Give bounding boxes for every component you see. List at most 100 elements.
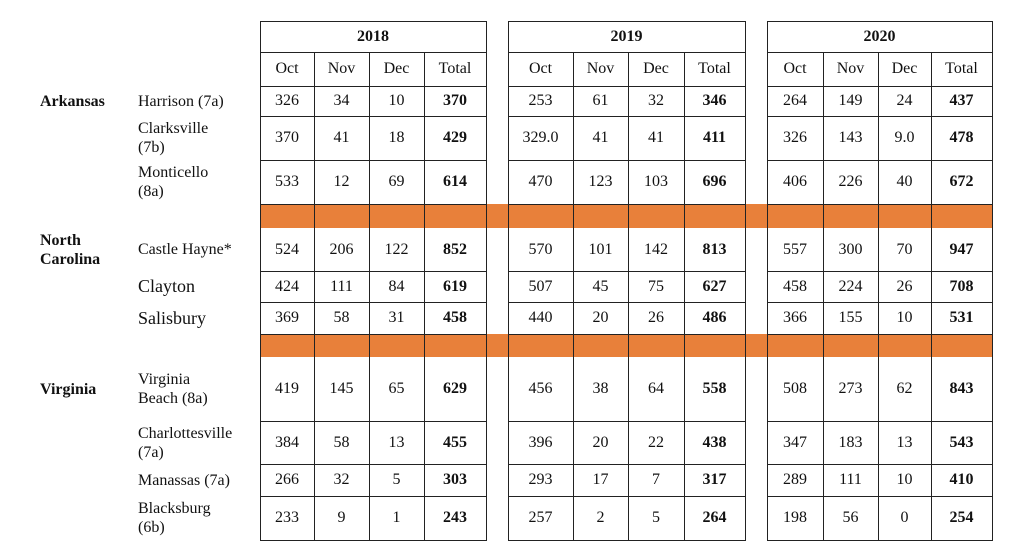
total-cell: 852 (443, 240, 467, 258)
month-header-oct: Oct (783, 60, 807, 77)
month-header-nov: Nov (586, 60, 615, 77)
value-cell: 69 (388, 173, 405, 190)
value-cell: 264 (783, 92, 807, 109)
state-label: Arkansas (40, 92, 105, 110)
value-cell: 61 (592, 92, 609, 109)
row-rule (767, 496, 993, 497)
total-cell: 486 (702, 309, 727, 326)
value-cell: 75 (648, 277, 664, 295)
value-cell: 41 (592, 129, 609, 146)
value-cell: 9.0 (894, 129, 915, 146)
row-rule (508, 302, 746, 303)
value-cell: 7 (652, 471, 660, 488)
value-cell: 155 (838, 309, 863, 326)
station-label: Monticello (8a) (138, 164, 209, 200)
value-cell: 326 (783, 129, 807, 146)
value-cell: 22 (648, 433, 664, 451)
value-cell: 145 (329, 380, 354, 397)
row-rule (260, 302, 487, 303)
year-header-2019: 2019 (610, 27, 643, 45)
value-cell: 111 (330, 277, 353, 295)
total-cell: 370 (443, 92, 467, 109)
value-cell: 64 (648, 380, 664, 397)
total-cell: 947 (949, 240, 974, 258)
total-cell: 264 (702, 509, 727, 526)
value-cell: 34 (333, 92, 350, 109)
month-header-oct: Oct (275, 60, 299, 77)
station-label: Virginia Beach (8a) (138, 371, 208, 407)
value-cell: 9 (337, 509, 346, 526)
value-cell: 10 (896, 309, 913, 326)
orange-separator-band (260, 204, 993, 228)
table-border-left (260, 21, 261, 540)
value-cell: 41 (648, 129, 664, 146)
value-cell: 456 (528, 380, 553, 397)
value-cell: 65 (388, 380, 405, 397)
column-rule (369, 52, 370, 540)
value-cell: 384 (275, 433, 299, 451)
total-cell: 303 (443, 471, 467, 488)
total-cell: 614 (443, 173, 467, 190)
value-cell: 10 (388, 92, 405, 109)
value-cell: 440 (528, 309, 553, 326)
value-cell: 31 (388, 309, 405, 326)
value-cell: 508 (783, 380, 807, 397)
value-cell: 26 (648, 309, 664, 326)
total-cell: 455 (443, 433, 467, 451)
value-cell: 1 (392, 509, 401, 526)
value-cell: 557 (783, 240, 807, 258)
table-border-top (260, 21, 487, 22)
column-rule (314, 52, 315, 540)
table-border-right (992, 21, 993, 540)
column-rule (823, 52, 824, 540)
value-cell: 424 (275, 277, 299, 295)
value-cell: 366 (783, 309, 807, 326)
value-cell: 58 (333, 309, 350, 326)
value-cell: 458 (783, 277, 807, 295)
value-cell: 18 (388, 129, 405, 146)
station-label: Harrison (7a) (138, 92, 224, 110)
row-rule (260, 271, 487, 272)
value-cell: 32 (648, 92, 664, 109)
row-rule (260, 160, 487, 161)
total-cell: 429 (443, 129, 467, 146)
state-label: North Carolina (40, 231, 101, 268)
value-cell: 84 (388, 277, 405, 295)
value-cell: 12 (333, 173, 350, 190)
row-rule (508, 540, 746, 541)
column-rule (628, 52, 629, 540)
table-border-top (508, 21, 746, 22)
row-rule (508, 496, 746, 497)
month-header-nov: Nov (327, 60, 356, 77)
value-cell: 123 (588, 173, 613, 190)
value-cell: 300 (838, 240, 863, 258)
row-rule (260, 334, 487, 335)
header-rule (508, 86, 746, 87)
total-cell: 346 (702, 92, 727, 109)
station-label: Blacksburg (6b) (138, 500, 211, 536)
row-rule (508, 464, 746, 465)
header-rule (767, 52, 993, 53)
value-cell: 570 (528, 240, 553, 258)
total-cell: 317 (702, 471, 727, 488)
station-label: Clayton (138, 276, 195, 296)
value-cell: 10 (896, 471, 913, 488)
row-rule (260, 540, 487, 541)
value-cell: 198 (783, 509, 807, 526)
total-cell: 438 (702, 433, 727, 451)
value-cell: 149 (838, 92, 863, 109)
value-cell: 369 (275, 309, 299, 326)
total-cell: 411 (702, 129, 727, 146)
value-cell: 20 (592, 433, 609, 451)
station-label: Manassas (7a) (138, 471, 230, 489)
month-header-dec: Dec (891, 60, 918, 77)
station-label: Castle Hayne* (138, 241, 232, 258)
value-cell: 40 (896, 173, 913, 190)
value-cell: 13 (896, 433, 913, 451)
total-cell: 458 (443, 309, 467, 326)
row-rule (767, 464, 993, 465)
value-cell: 226 (838, 173, 863, 190)
row-rule (260, 204, 487, 205)
state-label: Virginia (40, 380, 97, 398)
row-rule (260, 496, 487, 497)
